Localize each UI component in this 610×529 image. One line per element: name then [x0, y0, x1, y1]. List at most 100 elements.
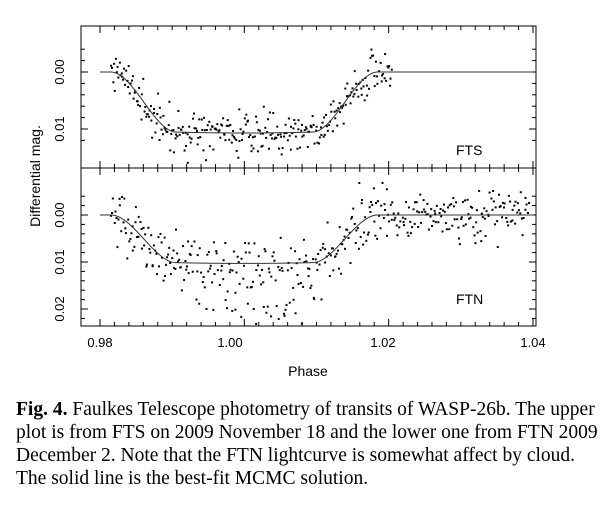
- data-point: [466, 198, 469, 201]
- data-point: [243, 264, 246, 267]
- data-point: [131, 79, 134, 82]
- data-point: [366, 94, 369, 97]
- data-point: [468, 217, 471, 220]
- data-point: [453, 218, 456, 221]
- data-point: [385, 234, 388, 237]
- data-point: [280, 135, 283, 138]
- data-point: [309, 124, 312, 127]
- data-point: [177, 110, 180, 113]
- data-point: [124, 227, 127, 230]
- data-point: [167, 253, 170, 256]
- data-point: [483, 207, 486, 210]
- data-point: [427, 228, 430, 231]
- data-point: [147, 226, 150, 229]
- data-point: [188, 136, 191, 139]
- data-point: [404, 217, 407, 220]
- data-point: [312, 123, 315, 126]
- data-point: [182, 131, 185, 134]
- data-point: [189, 253, 192, 256]
- data-point: [287, 117, 290, 120]
- data-point: [519, 191, 522, 194]
- data-point: [231, 134, 234, 137]
- data-point: [222, 117, 225, 120]
- data-point: [269, 133, 272, 136]
- data-point: [162, 114, 165, 117]
- data-point: [215, 128, 218, 131]
- data-point: [256, 150, 259, 153]
- data-point: [501, 216, 504, 219]
- data-point: [474, 242, 477, 245]
- data-point: [255, 115, 258, 118]
- fts-panel: 0.00 0.01 FTS: [52, 25, 537, 169]
- data-point: [243, 117, 246, 120]
- data-point: [472, 226, 475, 229]
- data-point: [322, 242, 325, 245]
- data-point: [307, 275, 310, 278]
- data-point: [312, 296, 315, 299]
- data-point: [113, 62, 116, 65]
- data-point: [261, 132, 264, 135]
- data-point: [433, 209, 436, 212]
- data-point: [289, 148, 292, 151]
- data-point: [492, 189, 495, 192]
- data-point: [315, 125, 318, 128]
- data-point: [209, 264, 212, 267]
- data-point: [460, 217, 463, 220]
- data-point: [252, 147, 255, 150]
- data-point: [299, 282, 302, 285]
- data-point: [374, 60, 377, 63]
- data-point: [503, 202, 506, 205]
- data-point: [249, 134, 252, 137]
- data-point: [228, 138, 231, 141]
- data-point: [168, 246, 171, 249]
- data-point: [260, 283, 263, 286]
- data-point: [172, 267, 175, 270]
- data-point: [195, 127, 198, 130]
- data-point: [314, 258, 317, 261]
- data-point: [294, 122, 297, 125]
- data-point: [355, 82, 358, 85]
- data-point: [187, 240, 190, 243]
- data-point: [259, 132, 262, 135]
- data-point: [460, 216, 463, 219]
- data-point: [120, 72, 123, 75]
- data-point: [395, 224, 398, 227]
- data-point: [350, 91, 353, 94]
- data-point: [283, 132, 286, 135]
- data-point: [368, 206, 371, 209]
- data-point: [475, 209, 478, 212]
- fts-axis-ticks: [81, 26, 536, 168]
- data-point: [387, 66, 390, 69]
- data-point: [480, 212, 483, 215]
- data-point: [272, 251, 275, 254]
- data-point: [473, 234, 476, 237]
- data-point: [306, 145, 309, 148]
- data-point: [134, 206, 137, 209]
- data-point: [492, 200, 495, 203]
- data-point: [224, 139, 227, 142]
- data-point: [483, 217, 486, 220]
- fts-ytick-label: 0.01: [52, 116, 67, 141]
- data-point: [330, 110, 333, 113]
- data-point: [154, 131, 157, 134]
- data-point: [426, 202, 429, 205]
- data-point: [398, 226, 401, 229]
- data-point: [265, 136, 268, 139]
- data-point: [315, 129, 318, 132]
- data-point: [148, 115, 151, 118]
- data-point: [215, 252, 218, 255]
- data-point: [383, 77, 386, 80]
- data-point: [244, 123, 247, 126]
- data-point: [373, 74, 376, 77]
- data-point: [302, 134, 305, 137]
- data-point: [372, 187, 375, 190]
- data-point: [146, 113, 149, 116]
- data-point: [375, 75, 378, 78]
- data-point: [283, 135, 286, 138]
- data-point: [122, 78, 125, 81]
- data-point: [317, 252, 320, 255]
- data-point: [286, 139, 289, 142]
- data-point: [302, 285, 305, 288]
- data-point: [253, 135, 256, 138]
- data-point: [337, 267, 340, 270]
